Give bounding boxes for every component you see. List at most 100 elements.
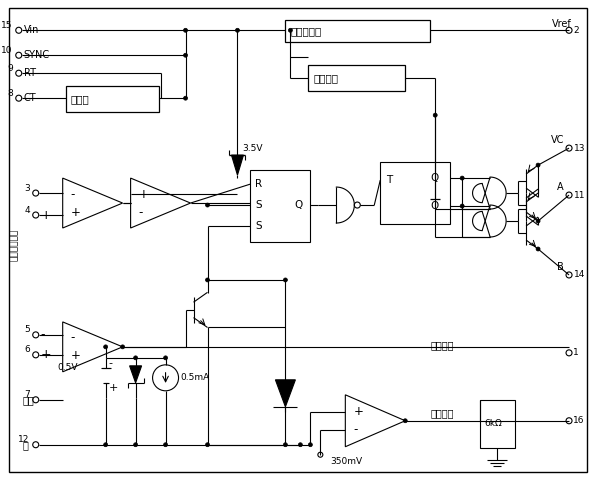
- Text: 6: 6: [24, 345, 30, 354]
- Text: +: +: [40, 348, 51, 361]
- Circle shape: [205, 203, 209, 207]
- Circle shape: [318, 452, 323, 457]
- Text: T: T: [386, 175, 393, 185]
- Circle shape: [205, 443, 209, 447]
- Text: B: B: [557, 262, 564, 272]
- Text: +: +: [71, 205, 80, 218]
- Polygon shape: [62, 178, 123, 228]
- Bar: [65, 86, 158, 112]
- Text: 8: 8: [7, 89, 12, 98]
- Circle shape: [33, 212, 39, 218]
- Text: 2: 2: [573, 26, 579, 35]
- Text: 1: 1: [573, 348, 579, 357]
- Text: 15: 15: [1, 21, 12, 30]
- Text: S: S: [255, 221, 262, 231]
- Circle shape: [298, 443, 302, 447]
- Circle shape: [164, 443, 168, 447]
- Circle shape: [33, 352, 39, 358]
- Text: 350mV: 350mV: [330, 457, 362, 466]
- Circle shape: [566, 192, 572, 198]
- Text: 欠压锁定: 欠压锁定: [314, 73, 339, 83]
- Circle shape: [183, 96, 187, 100]
- Text: 13: 13: [574, 144, 585, 153]
- Text: Vin: Vin: [24, 25, 39, 35]
- Text: 12: 12: [18, 435, 30, 444]
- Bar: [480, 400, 515, 448]
- Text: Q: Q: [295, 200, 303, 210]
- Circle shape: [566, 418, 572, 424]
- Circle shape: [134, 443, 137, 447]
- Text: +: +: [40, 208, 51, 222]
- Polygon shape: [345, 395, 405, 447]
- Circle shape: [33, 190, 39, 196]
- Text: 4: 4: [24, 205, 30, 215]
- Circle shape: [566, 350, 572, 356]
- Bar: [286, 20, 430, 42]
- Text: 振荡器: 振荡器: [71, 94, 89, 104]
- Bar: [250, 170, 311, 242]
- Text: +: +: [139, 188, 149, 201]
- Polygon shape: [275, 380, 295, 407]
- Circle shape: [104, 443, 108, 447]
- Circle shape: [460, 204, 464, 208]
- Circle shape: [33, 332, 39, 338]
- Circle shape: [236, 28, 239, 32]
- Text: CT: CT: [24, 93, 36, 103]
- Text: -: -: [139, 205, 143, 218]
- Text: 6kΩ: 6kΩ: [484, 419, 502, 428]
- Text: -: -: [109, 358, 112, 368]
- Text: 5: 5: [24, 325, 30, 335]
- Text: +: +: [109, 383, 118, 393]
- Circle shape: [354, 202, 361, 208]
- Circle shape: [134, 356, 137, 360]
- Circle shape: [460, 176, 464, 180]
- Text: 3: 3: [24, 183, 30, 192]
- Circle shape: [289, 28, 292, 32]
- Text: 基准调整器: 基准调整器: [290, 26, 322, 36]
- Text: 11: 11: [574, 191, 585, 200]
- Polygon shape: [130, 366, 142, 383]
- Text: 补偿: 补偿: [23, 395, 35, 405]
- Circle shape: [121, 345, 124, 349]
- Text: Vref: Vref: [552, 19, 572, 29]
- Circle shape: [164, 356, 168, 360]
- Text: Q: Q: [430, 201, 439, 211]
- Text: 关闭信号: 关闭信号: [430, 408, 454, 418]
- Text: 地: 地: [23, 440, 29, 450]
- Text: 7: 7: [24, 390, 30, 399]
- Circle shape: [205, 278, 209, 282]
- Text: 9: 9: [7, 64, 12, 73]
- Circle shape: [15, 95, 22, 101]
- Circle shape: [403, 419, 407, 423]
- Circle shape: [33, 397, 39, 403]
- Circle shape: [536, 163, 540, 167]
- Bar: [308, 65, 405, 91]
- Circle shape: [33, 442, 39, 448]
- Text: -: -: [40, 187, 45, 200]
- Text: 0.5V: 0.5V: [57, 363, 78, 372]
- Text: 14: 14: [574, 270, 585, 279]
- Text: Q: Q: [430, 173, 439, 183]
- Text: RT: RT: [24, 68, 36, 78]
- Text: 3.5V: 3.5V: [242, 144, 263, 153]
- Circle shape: [104, 345, 108, 349]
- Text: -: -: [40, 328, 45, 341]
- Circle shape: [152, 365, 178, 391]
- Text: R: R: [255, 179, 262, 189]
- Text: -: -: [71, 188, 75, 201]
- Text: +: +: [353, 406, 363, 419]
- Circle shape: [15, 52, 22, 58]
- Text: SYNC: SYNC: [24, 50, 50, 60]
- Bar: [380, 162, 450, 224]
- Polygon shape: [231, 155, 243, 175]
- Text: S: S: [255, 200, 262, 210]
- Text: -: -: [71, 331, 75, 344]
- Text: VC: VC: [551, 135, 565, 145]
- Polygon shape: [62, 322, 123, 372]
- Circle shape: [183, 28, 187, 32]
- Circle shape: [536, 247, 540, 251]
- Circle shape: [433, 113, 437, 117]
- Text: -: -: [353, 423, 358, 436]
- Text: A: A: [557, 182, 563, 192]
- Text: 16: 16: [573, 416, 584, 425]
